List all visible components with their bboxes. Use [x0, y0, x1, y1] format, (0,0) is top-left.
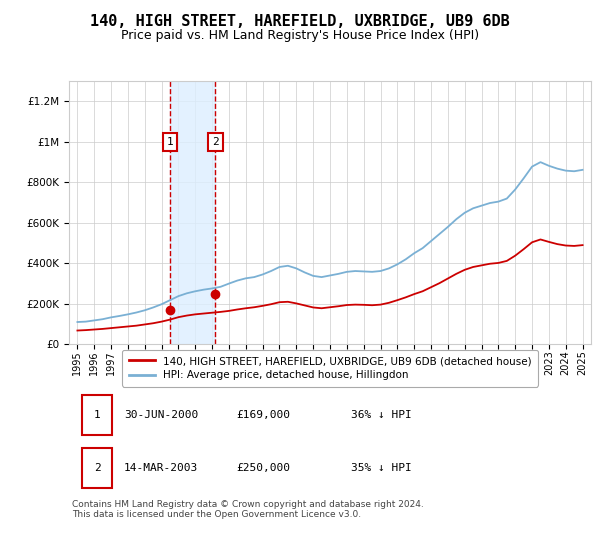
Text: 14-MAR-2003: 14-MAR-2003: [124, 463, 198, 473]
Bar: [170, 81, 215, 344]
Text: 2: 2: [212, 137, 219, 147]
FancyBboxPatch shape: [82, 395, 112, 435]
Text: 2: 2: [94, 463, 101, 473]
Text: 1: 1: [94, 410, 101, 420]
Text: 35% ↓ HPI: 35% ↓ HPI: [351, 463, 412, 473]
Text: 1: 1: [167, 137, 173, 147]
Text: £169,000: £169,000: [236, 410, 290, 420]
Text: 140, HIGH STREET, HAREFIELD, UXBRIDGE, UB9 6DB: 140, HIGH STREET, HAREFIELD, UXBRIDGE, U…: [90, 14, 510, 29]
Text: 36% ↓ HPI: 36% ↓ HPI: [351, 410, 412, 420]
Legend: 140, HIGH STREET, HAREFIELD, UXBRIDGE, UB9 6DB (detached house), HPI: Average pr: 140, HIGH STREET, HAREFIELD, UXBRIDGE, U…: [122, 350, 538, 386]
Text: Price paid vs. HM Land Registry's House Price Index (HPI): Price paid vs. HM Land Registry's House …: [121, 29, 479, 42]
Text: Contains HM Land Registry data © Crown copyright and database right 2024.
This d: Contains HM Land Registry data © Crown c…: [71, 500, 424, 519]
Text: 30-JUN-2000: 30-JUN-2000: [124, 410, 198, 420]
FancyBboxPatch shape: [82, 448, 112, 488]
Text: £250,000: £250,000: [236, 463, 290, 473]
